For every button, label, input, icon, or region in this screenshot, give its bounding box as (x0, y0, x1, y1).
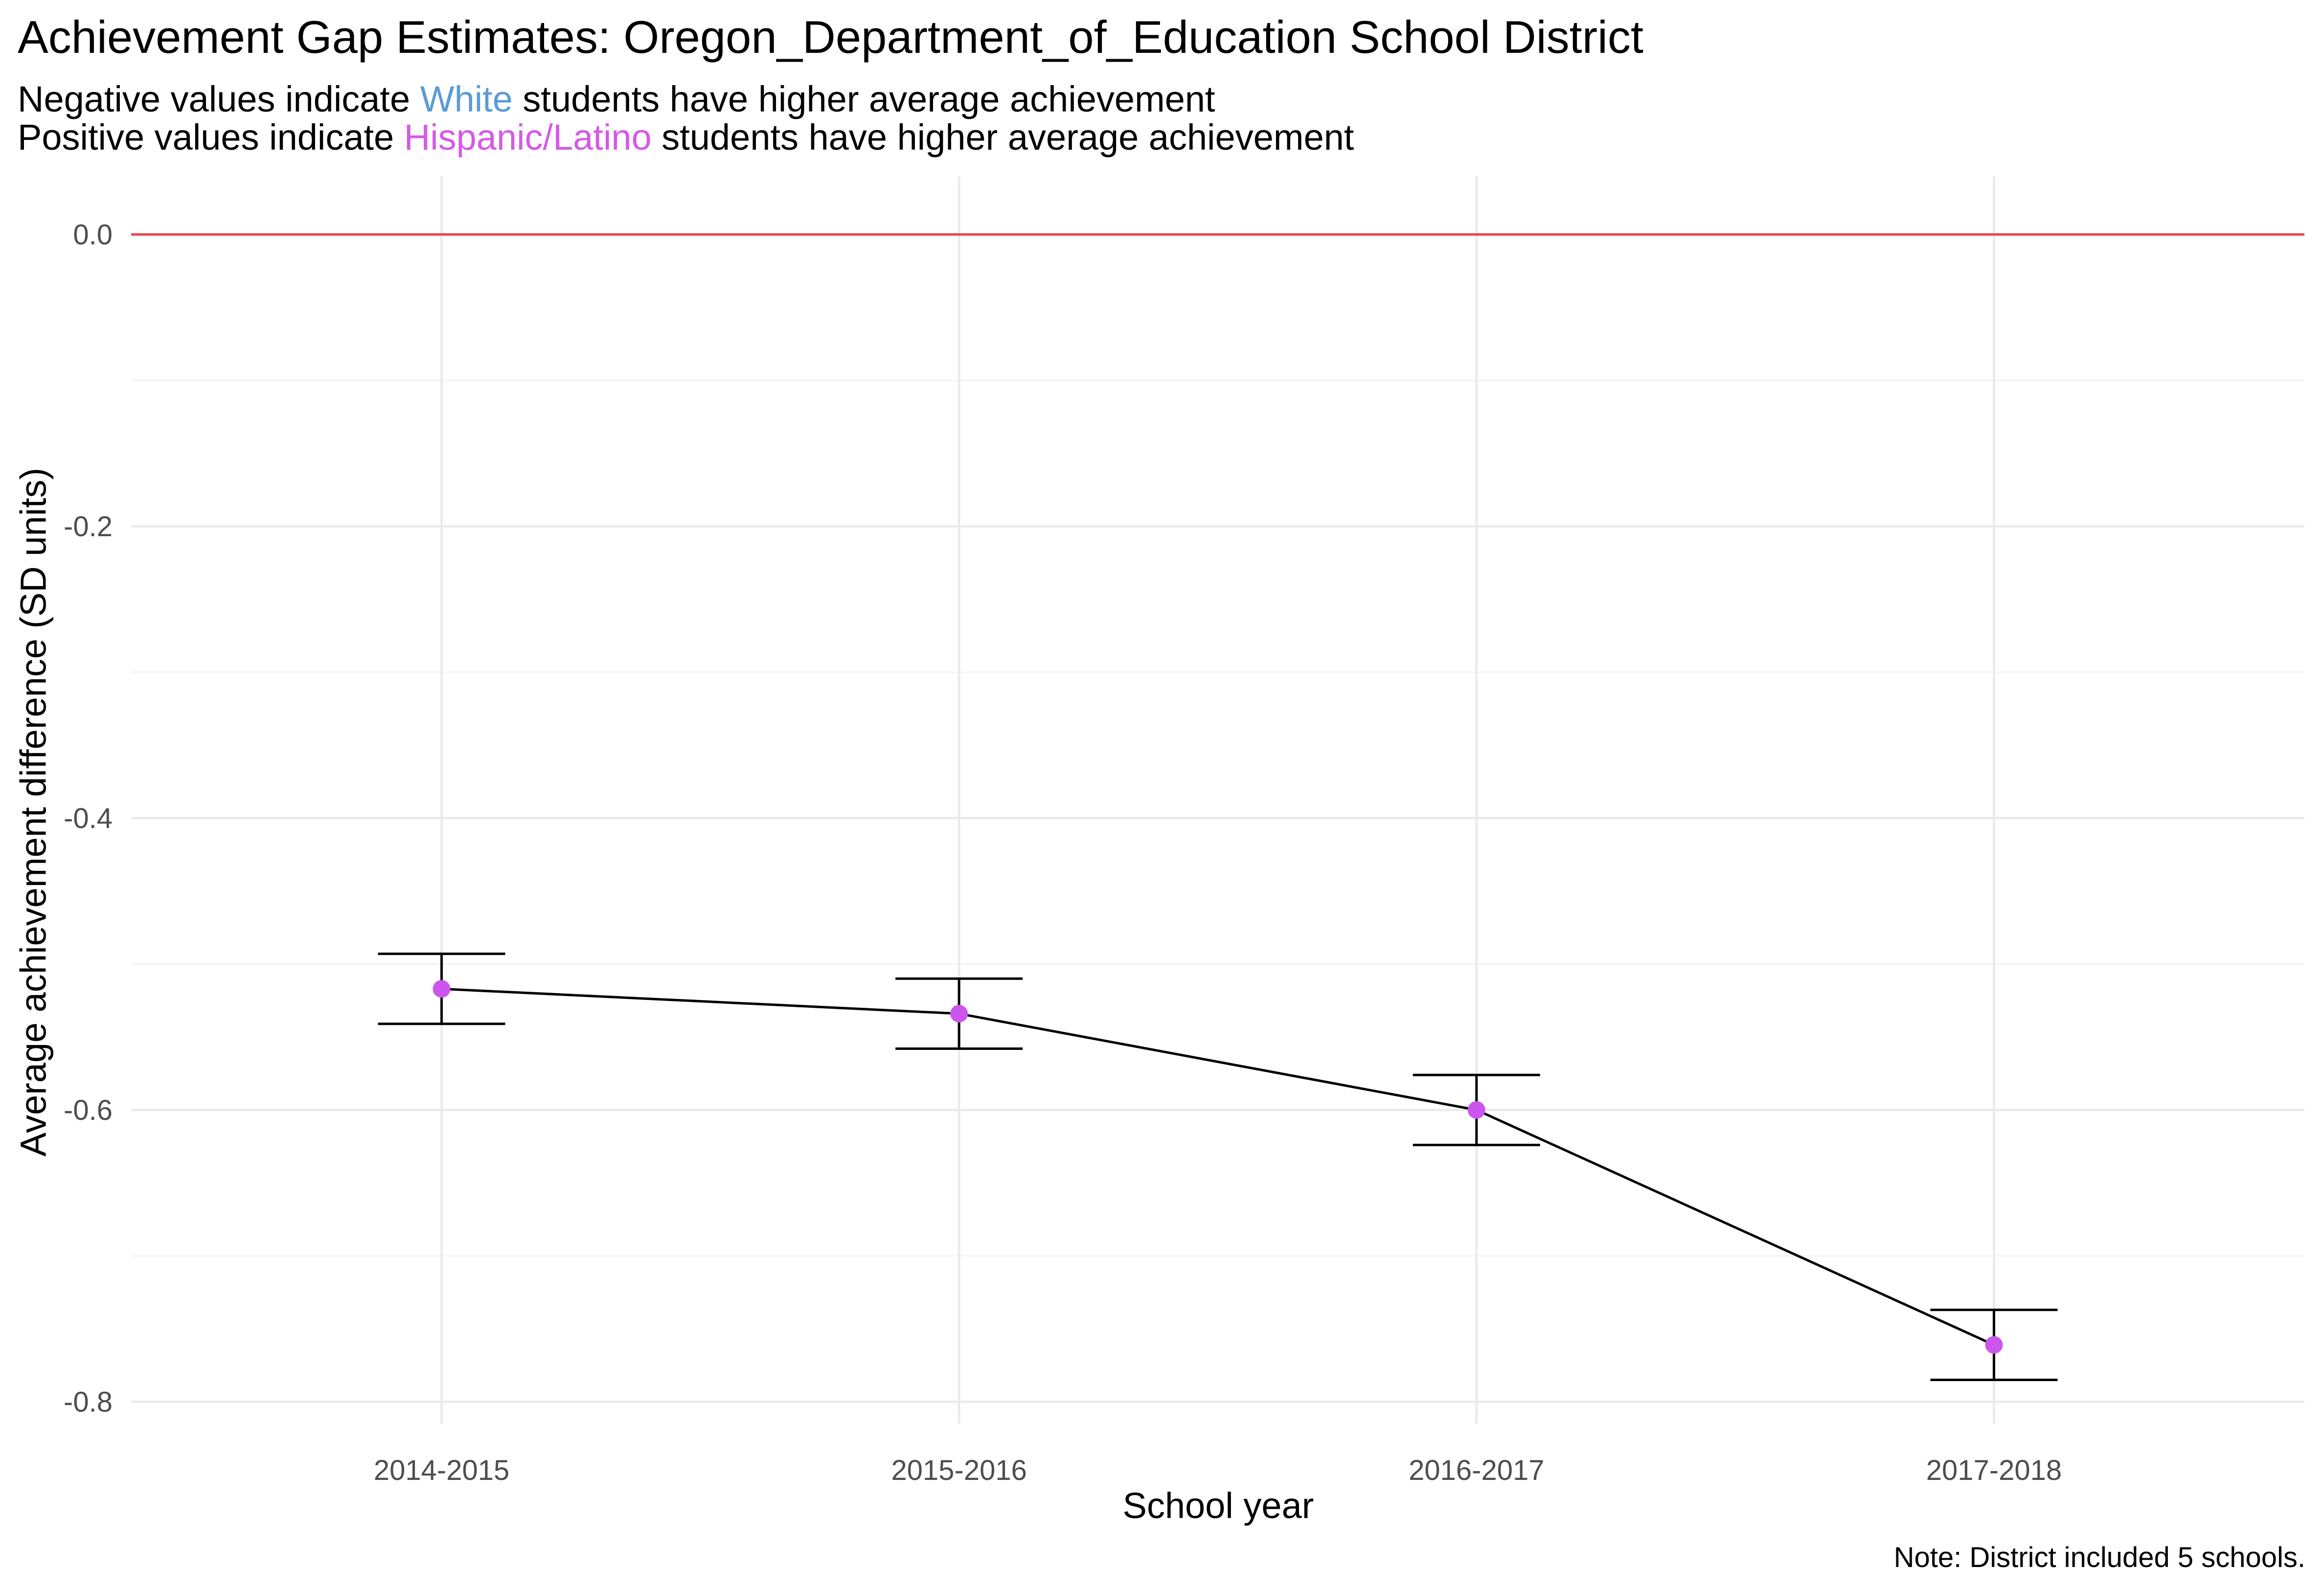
y-tick-label: -0.2 (64, 511, 113, 543)
y-tick-label: -0.8 (64, 1386, 113, 1418)
subtitle-line-1: Negative values indicate White students … (18, 79, 1215, 119)
subtitle-1-before: Negative values indicate (18, 79, 420, 119)
series-line (441, 987, 1995, 1346)
x-tick-label: 2016-2017 (1409, 1454, 1544, 1486)
subtitle-2-highlight-hispanic: Hispanic/Latino (404, 117, 652, 158)
y-tick-label: -0.4 (64, 802, 113, 834)
y-tick-label: -0.6 (64, 1094, 113, 1126)
x-axis-label: School year (1122, 1485, 1314, 1526)
caption-note: Note: District included 5 schools. (1893, 1542, 2305, 1573)
subtitle-2-before: Positive values indicate (18, 117, 404, 158)
y-tick-label: 0.0 (73, 219, 113, 250)
subtitle-1-after: students have higher average achievement (512, 79, 1215, 119)
y-axis-label: Average achievement difference (SD units… (13, 467, 54, 1157)
subtitle-2-after: students have higher average achievement (651, 117, 1354, 158)
data-point (433, 980, 451, 998)
subtitle-line-2: Positive values indicate Hispanic/Latino… (18, 117, 1354, 157)
x-tick-label: 2017-2018 (1926, 1454, 2062, 1486)
chart-title: Achievement Gap Estimates: Oregon_Depart… (18, 11, 1644, 63)
data-point (1467, 1101, 1485, 1119)
x-tick-label: 2014-2015 (374, 1454, 509, 1486)
subtitle-1-highlight-white: White (420, 79, 513, 119)
x-tick-label: 2015-2016 (891, 1454, 1027, 1486)
data-point (950, 1004, 968, 1022)
data-point (1985, 1336, 2003, 1354)
